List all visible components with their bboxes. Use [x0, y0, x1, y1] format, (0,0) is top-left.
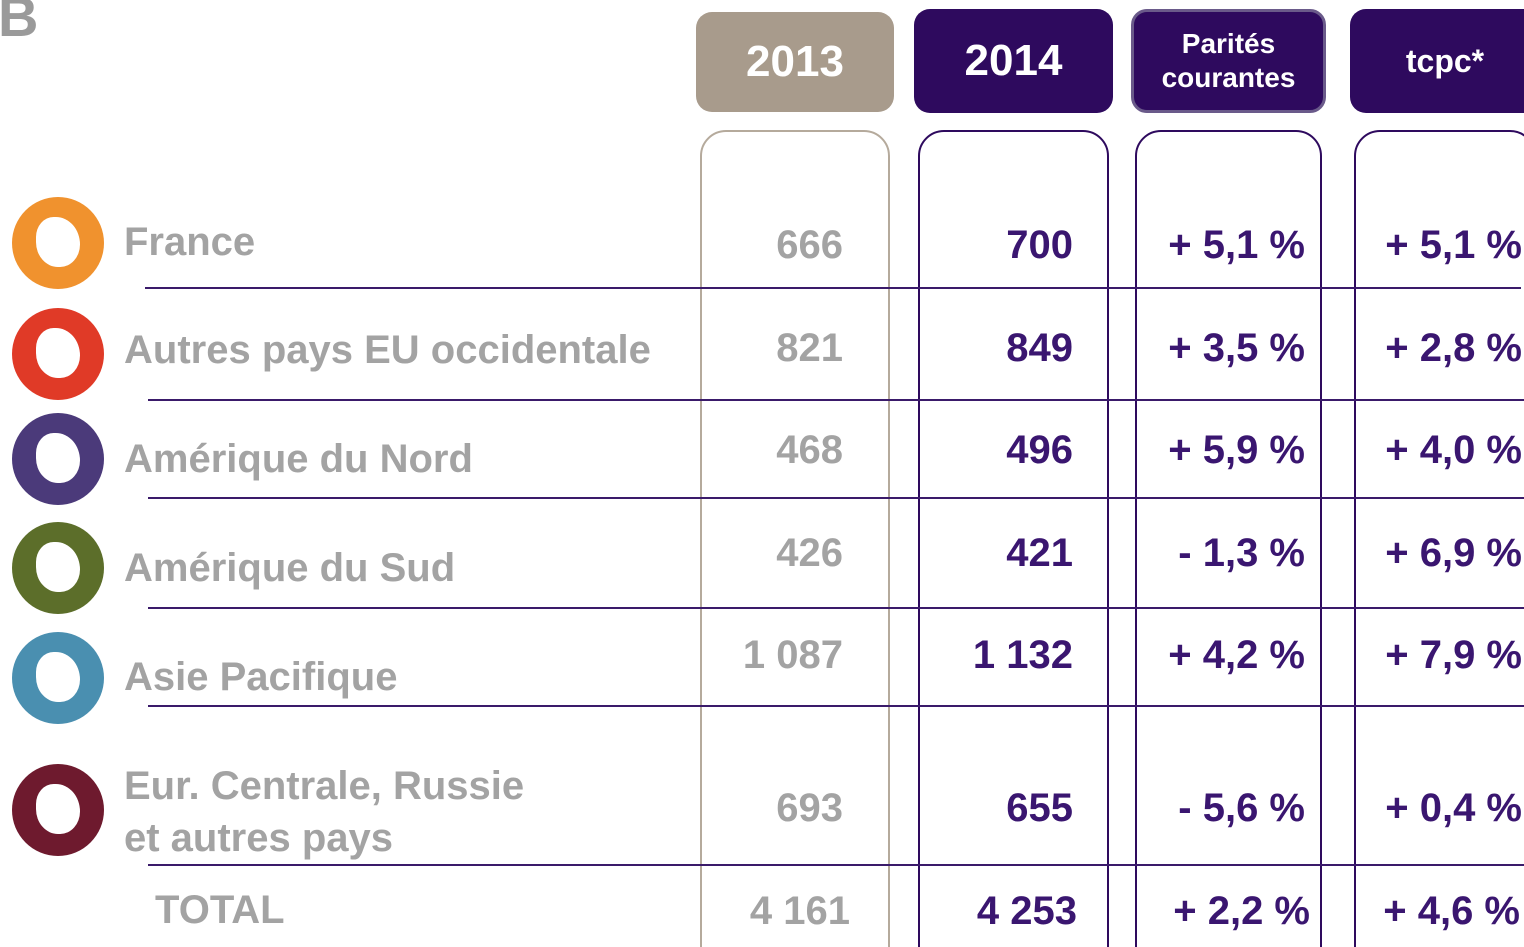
column-frame — [1135, 130, 1322, 947]
cell-value: + 0,4 % — [1385, 786, 1522, 830]
region-icon — [12, 197, 104, 289]
region-icon — [12, 764, 104, 856]
row-label: Eur. Centrale, Russie et autres pays — [124, 764, 525, 860]
row-label: Asie Pacifique — [124, 655, 398, 699]
total-label: TOTAL — [155, 888, 285, 932]
cell-value: 693 — [776, 786, 843, 830]
column-header: Parités courantes — [1131, 9, 1326, 113]
row-separator — [145, 287, 1521, 289]
total-value: 4 253 — [976, 889, 1077, 933]
cell-value: 700 — [1006, 223, 1073, 267]
map-shape — [36, 217, 80, 267]
column-frame — [1354, 130, 1524, 947]
cell-value: 468 — [776, 428, 843, 472]
cell-value: + 4,2 % — [1168, 633, 1305, 677]
map-shape — [36, 433, 80, 483]
column-frame — [918, 130, 1109, 947]
column-header: 2013 — [696, 12, 894, 112]
cell-value: - 5,6 % — [1178, 786, 1305, 830]
column-frame — [700, 130, 890, 947]
cell-value: 426 — [776, 531, 843, 575]
region-icon — [12, 632, 104, 724]
row-separator — [148, 497, 1524, 499]
total-value: + 4,6 % — [1383, 889, 1520, 933]
cell-value: + 5,1 % — [1168, 223, 1305, 267]
region-icon — [12, 308, 104, 400]
cell-value: 821 — [776, 326, 843, 370]
row-separator — [148, 607, 1524, 609]
cell-value: + 5,1 % — [1385, 223, 1522, 267]
cell-value: + 2,8 % — [1385, 326, 1522, 370]
map-shape — [36, 784, 80, 834]
column-header: tcpc* — [1350, 9, 1524, 113]
map-shape — [36, 542, 80, 592]
row-label: Amérique du Sud — [124, 546, 456, 590]
map-shape — [36, 328, 80, 378]
cell-value: 666 — [776, 223, 843, 267]
row-separator — [148, 399, 1524, 401]
row-label: France — [124, 220, 256, 264]
cell-value: 1 087 — [742, 633, 843, 677]
row-label: Amérique du Nord — [124, 437, 473, 481]
map-shape — [36, 652, 80, 702]
cell-value: + 6,9 % — [1385, 531, 1522, 575]
total-value: 4 161 — [749, 889, 850, 933]
cell-value: 655 — [1006, 786, 1073, 830]
cell-value: 421 — [1006, 531, 1073, 575]
region-icon — [12, 413, 104, 505]
cell-value: + 7,9 % — [1385, 633, 1522, 677]
row-label: Autres pays EU occidentale — [124, 328, 651, 372]
cell-value: 849 — [1006, 326, 1073, 370]
row-separator — [148, 864, 1524, 866]
cell-value: - 1,3 % — [1178, 531, 1305, 575]
region-icon — [12, 522, 104, 614]
logo: B — [0, 0, 39, 48]
cell-value: 1 132 — [972, 633, 1073, 677]
cell-value: + 4,0 % — [1385, 428, 1522, 472]
row-separator — [148, 705, 1524, 707]
cell-value: + 3,5 % — [1168, 326, 1305, 370]
cell-value: 496 — [1006, 428, 1073, 472]
column-header: 2014 — [914, 9, 1113, 113]
cell-value: + 5,9 % — [1168, 428, 1305, 472]
total-value: + 2,2 % — [1173, 889, 1310, 933]
